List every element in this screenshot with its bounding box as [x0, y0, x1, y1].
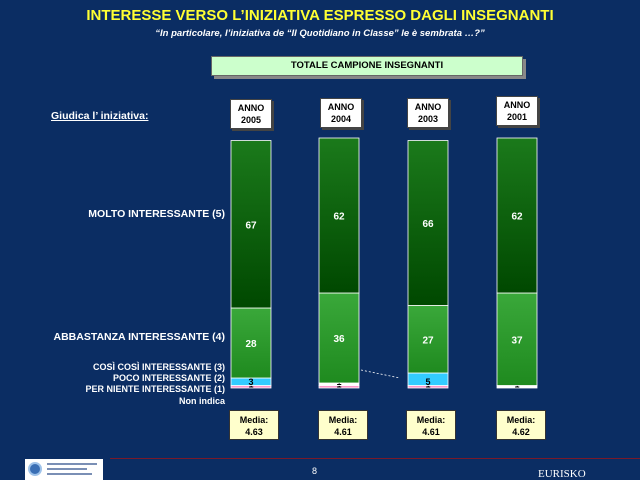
bar-value-label: 3 [248, 377, 253, 387]
connector-line [360, 369, 401, 379]
bar-value-label: 28 [245, 339, 257, 350]
media-value: 4.61 [422, 427, 440, 437]
row-label-non-indica: Non indica [178, 396, 225, 406]
bar-value-label: 37 [511, 335, 523, 346]
bar-value-label: 62 [511, 212, 523, 223]
bar-segment [496, 292, 538, 386]
year-box-year: 2004 [330, 114, 352, 124]
bar-value-label: 62 [333, 212, 345, 223]
year-box-2001: ANNO 2001 [496, 96, 538, 126]
year-box-year: 2001 [506, 112, 528, 122]
page-title: INTERESSE VERSO L’INIZIATIVA ESPRESSO DA… [86, 7, 554, 24]
row-label-abbastanza: ABBASTANZA INTERESSANTE (4) [53, 331, 225, 343]
bar-segment [496, 137, 538, 294]
year-box-year: 2005 [240, 115, 262, 125]
row-label-niente: PER NIENTE INTERESSANTE (1) [85, 384, 225, 394]
bar-value-label: 27 [422, 335, 434, 346]
bar-value-label: 5 [425, 377, 430, 387]
media-value: 4.62 [512, 427, 530, 437]
brand-name: EURISKO [538, 468, 586, 480]
year-box-2005: ANNO 2005 [230, 99, 272, 129]
year-box-word: ANNO [503, 100, 531, 110]
page-number: 8 [312, 466, 318, 476]
year-box-word: ANNO [327, 102, 355, 112]
sample-label: TOTALE CAMPIONE INSEGNANTI [211, 56, 523, 76]
media-label: Media: [506, 415, 536, 425]
media-box-2001: Media: 4.62 [496, 410, 546, 440]
year-box-word: ANNO [414, 102, 442, 112]
page-subtitle: “In particolare, l’iniziativa de “Il Quo… [155, 28, 485, 39]
media-label: Media: [239, 415, 269, 425]
media-box-2003: Media: 4.61 [406, 410, 456, 440]
media-box-2004: Media: 4.61 [318, 410, 368, 440]
row-label-poco: POCO INTERESSANTE (2) [112, 373, 225, 383]
bar-segment [407, 305, 449, 374]
media-value: 4.63 [245, 427, 263, 437]
bar-segment [318, 292, 360, 384]
bar-segment [318, 137, 360, 294]
logo-mark-icon [28, 462, 42, 476]
year-box-word: ANNO [237, 103, 265, 113]
footer-divider [110, 458, 640, 459]
bar-segment [230, 140, 272, 309]
client-logo [25, 459, 103, 480]
year-box-2003: ANNO 2003 [407, 98, 449, 128]
bar-value-label: 36 [333, 334, 345, 345]
row-label-molto: MOLTO INTERESSANTE (5) [88, 208, 225, 220]
bar-value-label: 66 [422, 219, 434, 230]
bar-segment [407, 140, 449, 306]
year-box-year: 2003 [417, 114, 439, 124]
media-value: 4.61 [334, 427, 352, 437]
bar-value-label: 67 [245, 220, 257, 231]
media-label: Media: [416, 415, 446, 425]
year-box-2004: ANNO 2004 [320, 98, 362, 128]
row-label-cosi: COSÌ COSÌ INTERESSANTE (3) [92, 362, 225, 372]
media-box-2005: Media: 4.63 [229, 410, 279, 440]
bar-segment [230, 307, 272, 379]
question-label: Giudica l’ iniziativa: [51, 110, 149, 122]
media-label: Media: [328, 415, 358, 425]
